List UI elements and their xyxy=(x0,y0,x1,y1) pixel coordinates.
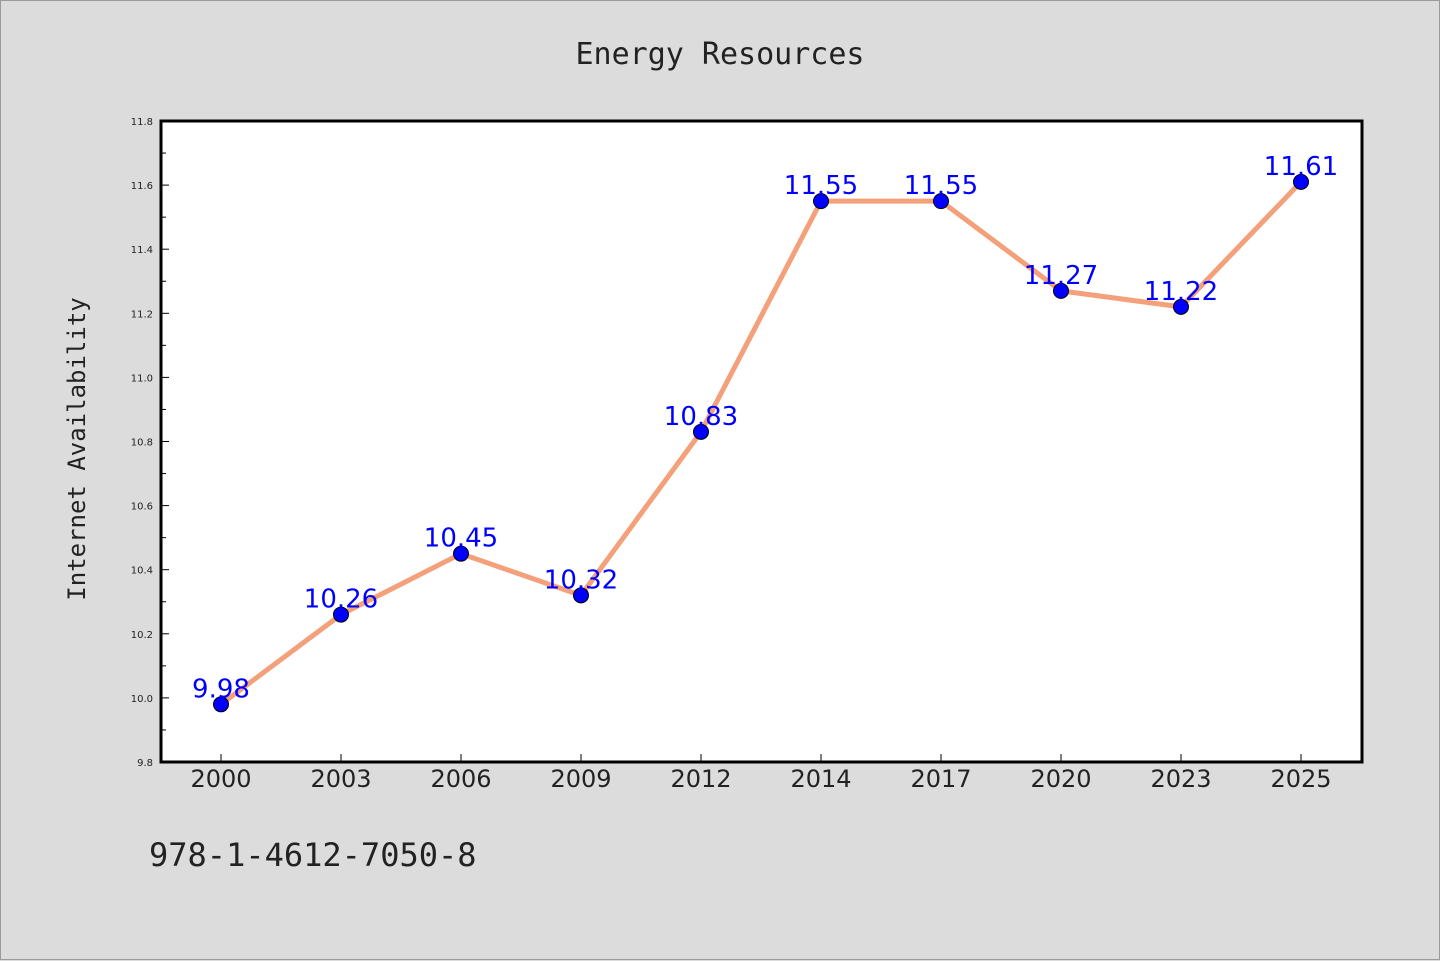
data-point-label: 10.45 xyxy=(424,524,498,554)
data-point-marker xyxy=(573,587,589,604)
data-point-label: 11.55 xyxy=(784,171,858,201)
data-point-label: 9.98 xyxy=(192,674,250,704)
data-point-label: 11.27 xyxy=(1024,261,1098,291)
x-axis: 2000 2003 2006 2009 2012 2014 2017 2020 2023 2025 xyxy=(190,754,1332,793)
isbn-footnote: 978-1-4612-7050-8 xyxy=(149,836,477,874)
data-point-label: 11.22 xyxy=(1144,277,1218,307)
y-tick-label: 11.4 xyxy=(131,245,153,256)
data-point-label: 11.61 xyxy=(1264,152,1338,182)
data-point-marker xyxy=(1053,282,1069,299)
data-point-marker xyxy=(213,696,229,713)
series-line: 9.98 10.26 10.45 10.32 10.83 11.55 11.55 11.27 1… xyxy=(192,152,1338,713)
x-tick-label: 2025 xyxy=(1270,765,1331,793)
x-tick-label: 2006 xyxy=(430,765,491,793)
y-tick-label: 10.4 xyxy=(131,566,153,577)
y-tick-label: 11.2 xyxy=(131,309,153,320)
y-tick-label: 10.6 xyxy=(131,502,153,513)
x-tick-label: 2009 xyxy=(550,765,611,793)
data-point-label: 10.83 xyxy=(664,402,738,432)
data-point-marker xyxy=(1173,298,1189,315)
data-point-label: 10.26 xyxy=(304,585,378,615)
x-tick-label: 2020 xyxy=(1030,765,1091,793)
x-tick-label: 2000 xyxy=(190,765,251,793)
x-tick-label: 2012 xyxy=(670,765,731,793)
data-point-marker xyxy=(693,423,709,440)
data-point-marker xyxy=(813,193,829,210)
data-point-marker xyxy=(333,606,349,623)
y-tick-label: 9.8 xyxy=(137,758,153,769)
data-point-label: 11.55 xyxy=(904,171,978,201)
x-tick-label: 2017 xyxy=(910,765,971,793)
chart-title: Energy Resources xyxy=(576,37,865,72)
data-point-marker xyxy=(1293,173,1309,190)
plot-area xyxy=(161,121,1362,762)
data-point-marker xyxy=(453,545,469,562)
x-tick-label: 2003 xyxy=(310,765,371,793)
x-tick-label: 2014 xyxy=(790,765,851,793)
data-point-marker xyxy=(933,193,949,210)
data-point-label: 10.32 xyxy=(544,565,618,595)
y-tick-label: 11.0 xyxy=(131,373,153,384)
y-axis-label: Internet Availability xyxy=(63,297,91,600)
y-tick-label: 11.6 xyxy=(131,181,153,192)
y-axis: 9.8 10.0 10.2 10.4 10.6 10.8 11.0 11.2 11.4 11.6 1… xyxy=(131,117,169,769)
y-tick-label: 11.8 xyxy=(131,117,153,128)
x-tick-label: 2023 xyxy=(1150,765,1211,793)
plot-frame xyxy=(159,119,1364,764)
y-tick-label: 10.8 xyxy=(131,438,153,449)
y-tick-label: 10.2 xyxy=(131,630,153,641)
series-polyline xyxy=(219,180,1303,707)
y-tick-label: 10.0 xyxy=(131,694,153,705)
